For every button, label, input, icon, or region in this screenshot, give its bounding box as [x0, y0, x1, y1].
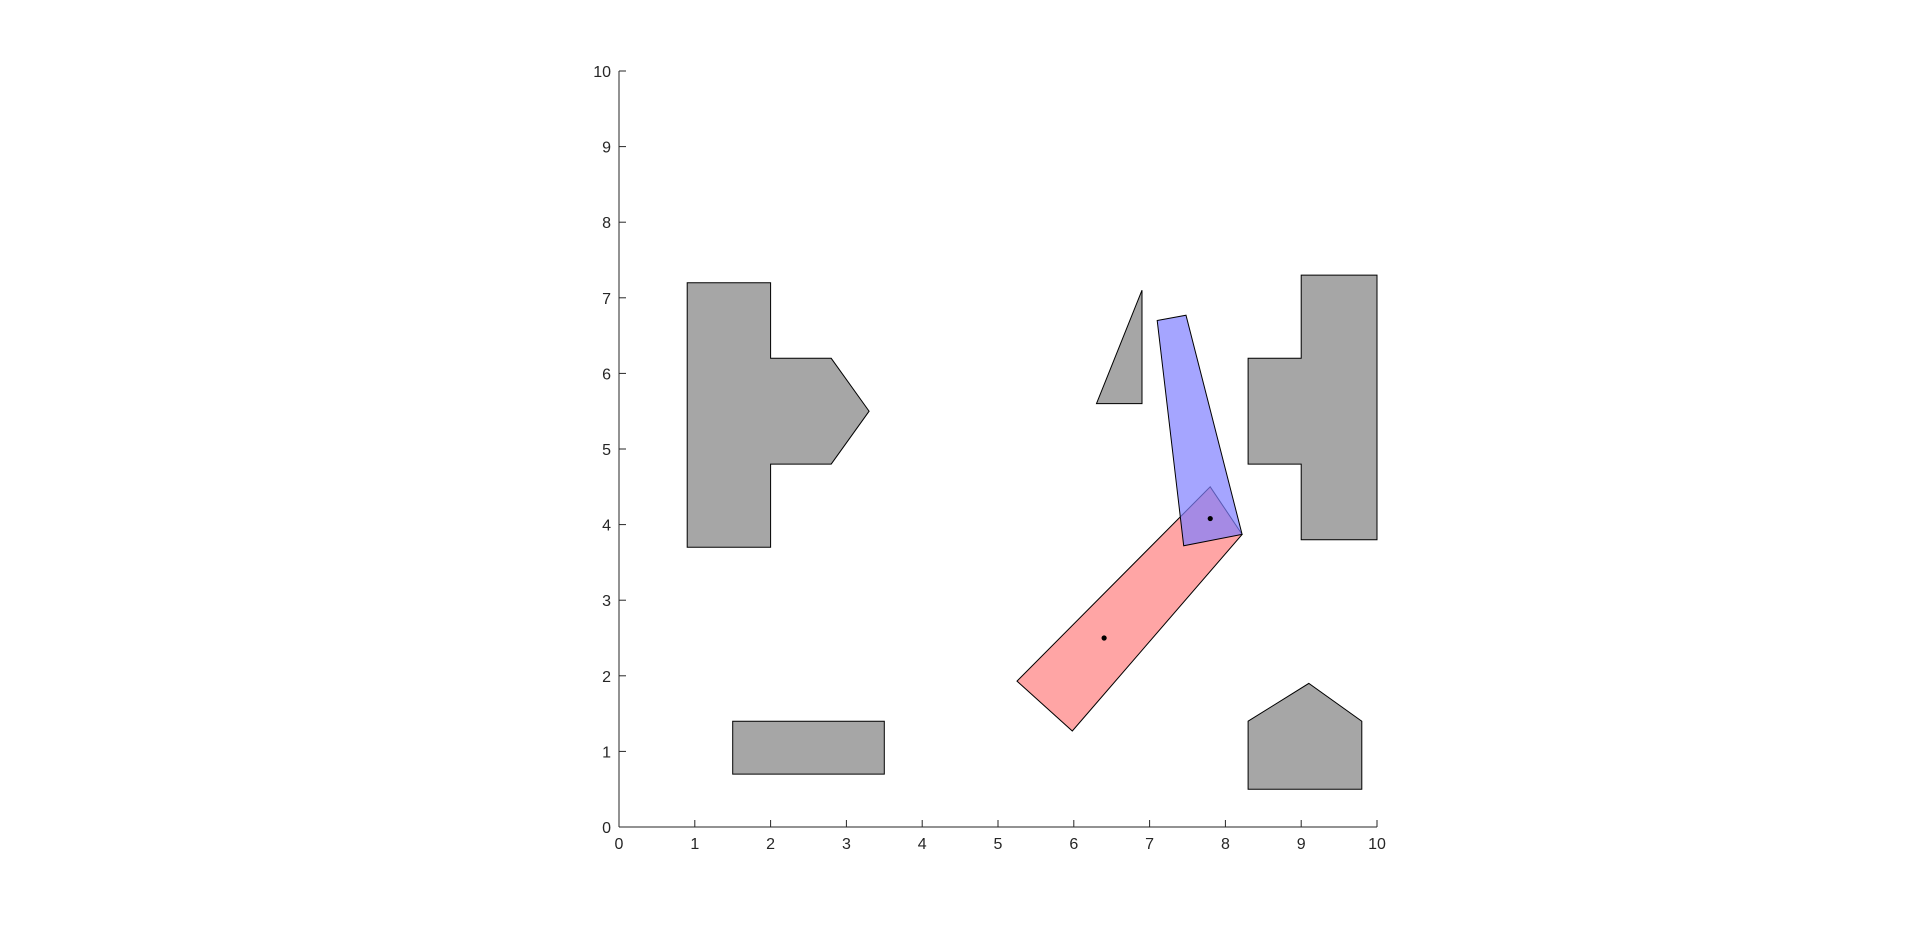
- x-tick-label: 5: [994, 836, 1003, 853]
- y-tick-label: 2: [602, 669, 611, 686]
- joint-point-2: [1207, 515, 1213, 522]
- x-tick-label: 4: [918, 836, 927, 853]
- obstacle-4: [1247, 274, 1378, 541]
- axes: 0 1 2 3 4 5 6 7 8 9 10 0 1 2 3 4 5 6 7 8 9 10: [593, 64, 1386, 853]
- y-tick-label: 6: [602, 366, 611, 383]
- joint-points-layer: [1101, 515, 1213, 641]
- obstacle-2: [732, 720, 885, 775]
- robot-link-2: [1156, 314, 1243, 547]
- y-tick-label: 4: [602, 518, 611, 535]
- joint-point-1: [1101, 635, 1107, 641]
- y-tick-label: 3: [602, 593, 611, 610]
- obstacle-3: [1095, 290, 1143, 405]
- x-tick-label: 7: [1145, 836, 1154, 853]
- y-tick-label: 5: [602, 442, 611, 459]
- x-tick-label: 0: [615, 836, 624, 853]
- x-tick-label: 1: [690, 836, 699, 853]
- y-tick-label: 1: [602, 744, 611, 761]
- x-tick-label: 9: [1297, 836, 1306, 853]
- y-tick-label: 10: [593, 64, 611, 81]
- x-tick-label: 3: [842, 836, 851, 853]
- obstacle-1: [686, 282, 870, 548]
- obstacle-5: [1247, 682, 1363, 790]
- robot-links-layer: [1016, 314, 1243, 732]
- y-tick-label: 9: [602, 140, 611, 157]
- y-tick-label: 0: [602, 820, 611, 837]
- y-tick-label: 7: [602, 291, 611, 308]
- y-tick-label: 8: [602, 215, 611, 232]
- x-tick-label: 10: [1368, 836, 1386, 853]
- x-tick-label: 8: [1221, 836, 1230, 853]
- x-tick-label: 2: [766, 836, 775, 853]
- x-tick-label: 6: [1069, 836, 1078, 853]
- obstacles-layer: [686, 274, 1378, 790]
